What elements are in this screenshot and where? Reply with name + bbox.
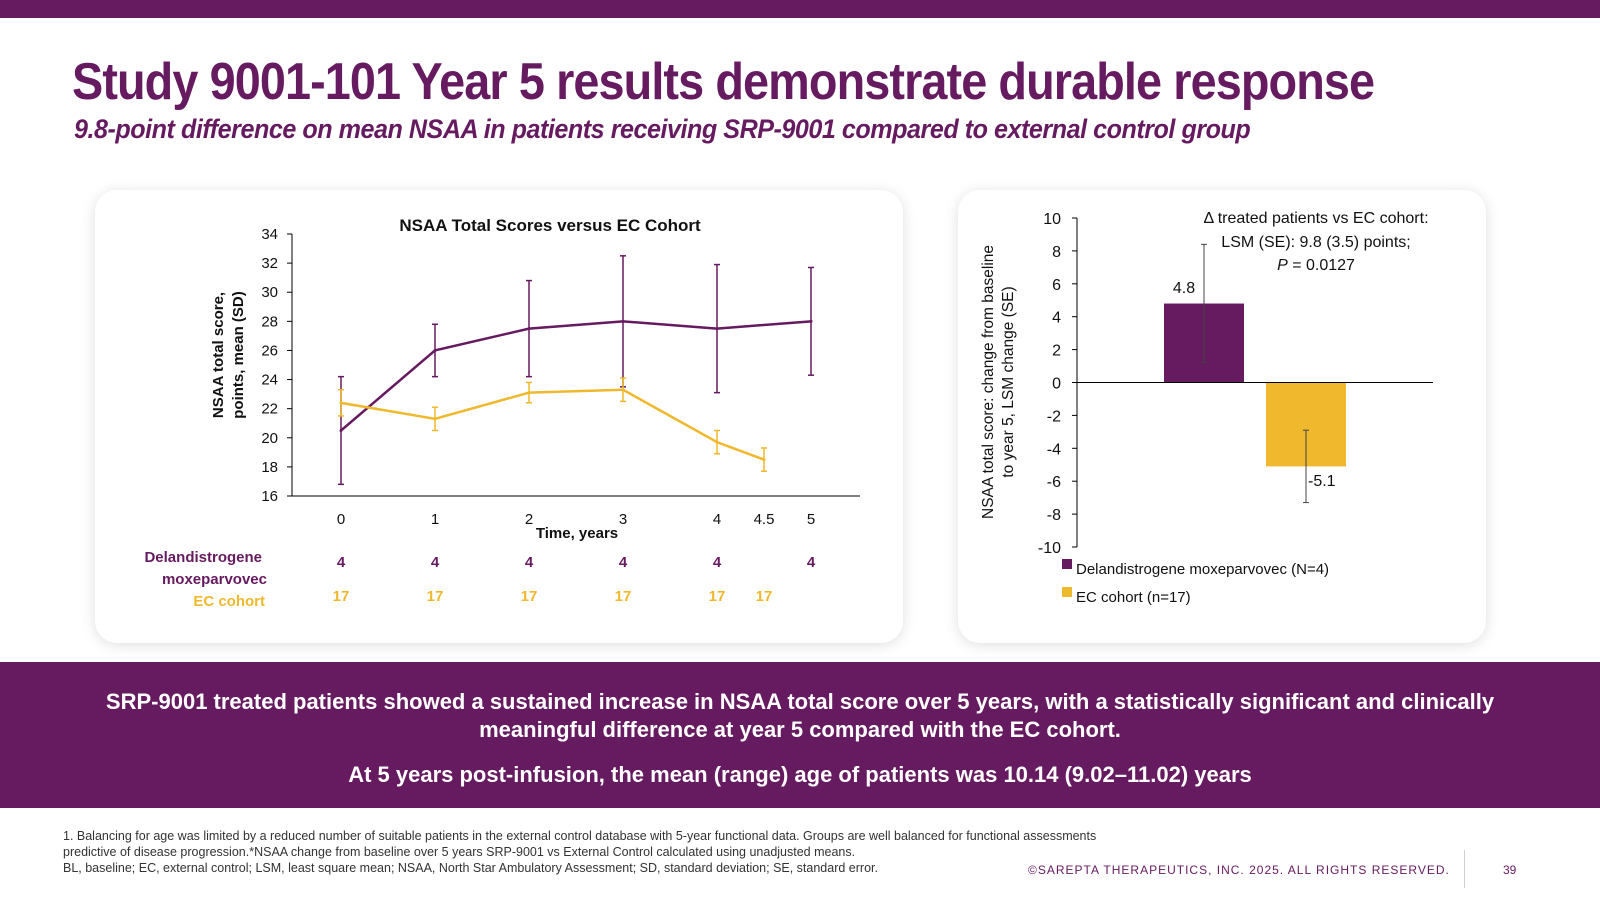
series-2-point	[339, 401, 343, 405]
series-1-point	[621, 319, 625, 323]
y-tick-label: 2	[1052, 343, 1061, 360]
x-tick-label: 1	[431, 511, 439, 528]
n-row1-count: 4	[337, 554, 346, 571]
page-number: 39	[1503, 863, 1517, 877]
conclusion-banner: SRP-9001 treated patients showed a susta…	[0, 662, 1600, 808]
y-tick-label: 8	[1052, 244, 1061, 261]
series-1-line	[340, 320, 812, 432]
y-tick-label: 22	[261, 401, 278, 418]
n-row1-count: 4	[713, 554, 722, 571]
annotation-p-italic: P	[1277, 257, 1288, 274]
x-tick-label: 2	[525, 511, 533, 528]
y-tick-label: 18	[261, 459, 278, 476]
x-tick-label: 4.5	[754, 511, 775, 528]
annotation-p-value: = 0.0127	[1288, 257, 1355, 274]
banner-statement: SRP-9001 treated patients showed a susta…	[105, 689, 1495, 742]
series-2-point	[762, 458, 766, 462]
bar-plot-area: -10 -8 -6 -4 -2 0 2 4 6 8 10 4.8 -5.1	[1038, 211, 1433, 557]
n-row2-count: 17	[709, 588, 726, 605]
line-chart: NSAA Total Scores versus EC Cohort NSAA …	[144, 216, 860, 610]
x-tick-label: 4	[713, 511, 721, 528]
bar-chart: NSAA total score: change from baseline t…	[980, 210, 1433, 606]
copyright-notice: ©SAREPTA THERAPEUTICS, INC. 2025. ALL RI…	[1028, 863, 1450, 877]
n-row1-count: 4	[431, 554, 440, 571]
top-brand-bar	[0, 0, 1600, 18]
series-1-point	[339, 429, 343, 432]
series-1-point	[715, 327, 719, 331]
series-2-line	[340, 388, 765, 461]
annotation-line3: P = 0.0127	[1277, 257, 1355, 274]
footer-divider	[1464, 850, 1465, 888]
bar-2-data-label: -5.1	[1308, 473, 1336, 490]
n-row1-label-line1: Delandistrogene	[144, 549, 262, 566]
n-row2-count: 17	[521, 588, 538, 605]
y-tick-label: 34	[261, 226, 278, 243]
legend-label-1: Delandistrogene moxeparvovec (N=4)	[1076, 561, 1329, 578]
footnotes: 1. Balancing for age was limited by a re…	[63, 828, 1123, 876]
series-1-point	[433, 348, 437, 352]
footnote-abbreviations: BL, baseline; EC, external control; LSM,…	[63, 861, 878, 875]
y-tick-label: -8	[1047, 507, 1061, 524]
line-chart-title: NSAA Total Scores versus EC Cohort	[399, 216, 701, 235]
n-row2-count: 17	[615, 588, 632, 605]
y-tick-label: -2	[1047, 408, 1061, 425]
y-tick-label: 24	[261, 372, 278, 389]
y-tick-label: 4	[1052, 310, 1061, 327]
bar-chart-ylabel-line2: to year 5, LSM change (SE)	[1000, 286, 1017, 477]
slide-title: Study 9001-101 Year 5 results demonstrat…	[72, 53, 1375, 111]
slide-subtitle: 9.8-point difference on mean NSAA in pat…	[74, 114, 1251, 144]
annotation-line2: LSM (SE): 9.8 (3.5) points;	[1221, 234, 1410, 251]
bar-chart-ylabel-line1: NSAA total score: change from baseline	[980, 245, 997, 519]
y-tick-label: 10	[1043, 211, 1061, 228]
n-row2-label: EC cohort	[193, 593, 265, 610]
bar-chart-card: NSAA total score: change from baseline t…	[958, 190, 1486, 643]
n-row1-count: 4	[619, 554, 628, 571]
x-tick-label: 5	[807, 511, 815, 528]
series-2-point	[433, 417, 437, 421]
n-row1-count: 4	[807, 554, 816, 571]
y-tick-label: 20	[261, 430, 278, 447]
legend-swatch-1	[1062, 559, 1072, 569]
n-row1-count: 4	[525, 554, 534, 571]
banner-age-statement: At 5 years post-infusion, the mean (rang…	[348, 762, 1252, 787]
legend-swatch-2	[1062, 587, 1072, 597]
n-row2-count: 17	[333, 588, 350, 605]
line-chart-ylabel-line1: NSAA total score,	[210, 292, 227, 418]
footnote-1: 1. Balancing for age was limited by a re…	[63, 829, 1097, 859]
line-chart-xlabel: Time, years	[536, 525, 618, 542]
annotation-line1: Δ treated patients vs EC cohort:	[1203, 210, 1428, 227]
series-2-point	[621, 388, 625, 392]
series-2-point	[527, 391, 531, 395]
y-tick-label: 6	[1052, 277, 1061, 294]
y-tick-label: -10	[1038, 540, 1061, 557]
x-tick-label: 3	[619, 511, 627, 528]
bar-1-data-label: 4.8	[1173, 280, 1195, 297]
line-chart-ylabel-line2: points, mean (SD)	[230, 291, 247, 419]
n-row1-label-line2: moxeparvovec	[162, 571, 267, 588]
series-1-point	[527, 327, 531, 331]
series-2-point	[715, 440, 719, 444]
n-row2-count: 17	[427, 588, 444, 605]
y-tick-label: 0	[1052, 376, 1061, 393]
y-tick-label: 32	[261, 255, 278, 272]
y-tick-label: -6	[1047, 474, 1061, 491]
y-tick-label: 26	[261, 342, 278, 359]
x-tick-label: 0	[337, 511, 345, 528]
y-tick-label: 16	[261, 488, 278, 505]
y-tick-label: 30	[261, 284, 278, 301]
y-tick-label: -4	[1047, 441, 1061, 458]
n-row2-count: 17	[756, 588, 773, 605]
legend-label-2: EC cohort (n=17)	[1076, 589, 1191, 606]
y-tick-label: 28	[261, 313, 278, 330]
line-chart-card: NSAA Total Scores versus EC Cohort NSAA …	[95, 190, 903, 643]
series-1-point	[809, 319, 813, 323]
